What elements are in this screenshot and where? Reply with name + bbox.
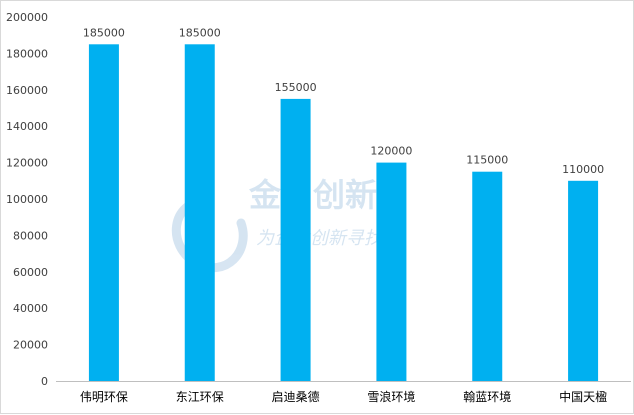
x-category-label: 伟明环保 [80,390,128,404]
y-tick-label: 80000 [13,229,48,242]
y-tick-label: 160000 [6,84,48,97]
bar [280,98,311,382]
y-tick-label: 20000 [13,339,48,352]
bar [88,44,119,382]
y-tick-label: 140000 [6,120,48,133]
x-category-label: 雪浪环境 [367,389,415,404]
y-tick-label: 0 [41,375,48,388]
bar [568,180,599,381]
axis-layer: 0 20000 40000 60000 80000 100000 120000 140000 1… [6,11,631,388]
y-tick-label: 180000 [6,47,48,60]
bar [376,162,407,381]
data-label: 185000 [83,26,125,39]
y-tick-label: 60000 [13,266,48,279]
watermark-tagline-text: 为企业创新寻找 [256,228,384,249]
x-category-label: 东江环保 [176,390,224,404]
data-label: 120000 [370,145,412,158]
data-label: 110000 [562,163,604,176]
bar-layer [88,44,599,382]
data-label: 185000 [179,26,221,39]
y-tick-label: 120000 [6,157,48,170]
data-label: 115000 [466,154,508,167]
y-tick-label: 100000 [6,193,48,206]
bar [472,171,503,381]
data-label: 155000 [275,81,317,94]
x-category-label: 翰蓝环境 [463,389,511,404]
watermark-brand-text: 金智创新 [248,176,377,214]
bar [184,44,215,382]
x-category-label: 中国天楹 [559,389,607,404]
label-layer: 185000 伟明环保 185000 东江环保 155000 启迪桑德 120000 雪浪环境… [80,26,607,404]
x-category-label: 启迪桑德 [272,389,320,404]
y-tick-label: 40000 [13,302,48,315]
y-tick-label: 200000 [6,11,48,24]
